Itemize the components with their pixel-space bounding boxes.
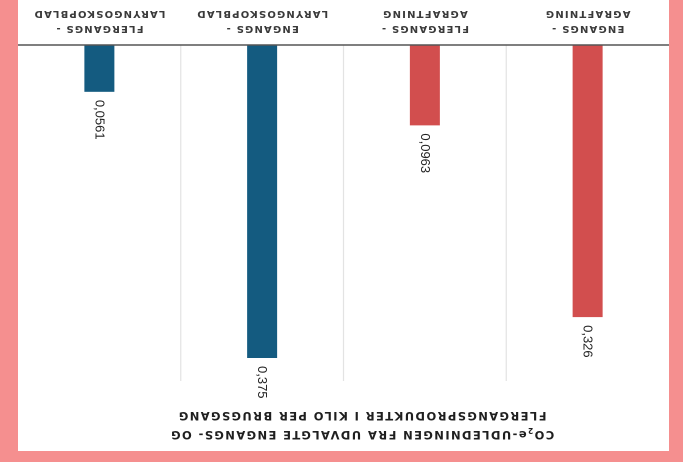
- category-label: AGRAFTNING: [382, 8, 468, 19]
- category-label: LARYNGOSKOPBLAD: [33, 8, 165, 19]
- category-label: FLERGANGS -: [381, 23, 469, 34]
- chart-card: 0,326 0,0963 0,375 0,0561 ENGANGS - AGRAFTNI…: [18, 0, 669, 451]
- bar: [84, 45, 115, 92]
- bar: [247, 45, 278, 358]
- value-label: 0,0963: [418, 133, 433, 173]
- value-label: 0,0561: [92, 100, 107, 140]
- chart-title-line-2: FLERGANGSPRODUKTER I KILO PER BRUGSGANG: [178, 409, 547, 423]
- category-label: FLERGANGS -: [55, 23, 143, 34]
- category-label: LARYNGOSKOPBLAD: [196, 8, 328, 19]
- bar-chart: 0,326 0,0963 0,375 0,0561 ENGANGS - AGRAFTNI…: [18, 8, 669, 442]
- value-label: 0,375: [255, 366, 270, 399]
- category-label: ENGANGS -: [225, 23, 298, 34]
- bar: [572, 45, 603, 318]
- value-label: 0,326: [581, 325, 596, 358]
- chart-title-line-1: CO2e-UDLEDNINGEN FRA UDVALGTE ENGANGS- O…: [170, 426, 554, 442]
- category-label: ENGANGS -: [551, 23, 624, 34]
- category-label: AGRAFTNING: [545, 8, 631, 19]
- bar: [409, 45, 440, 126]
